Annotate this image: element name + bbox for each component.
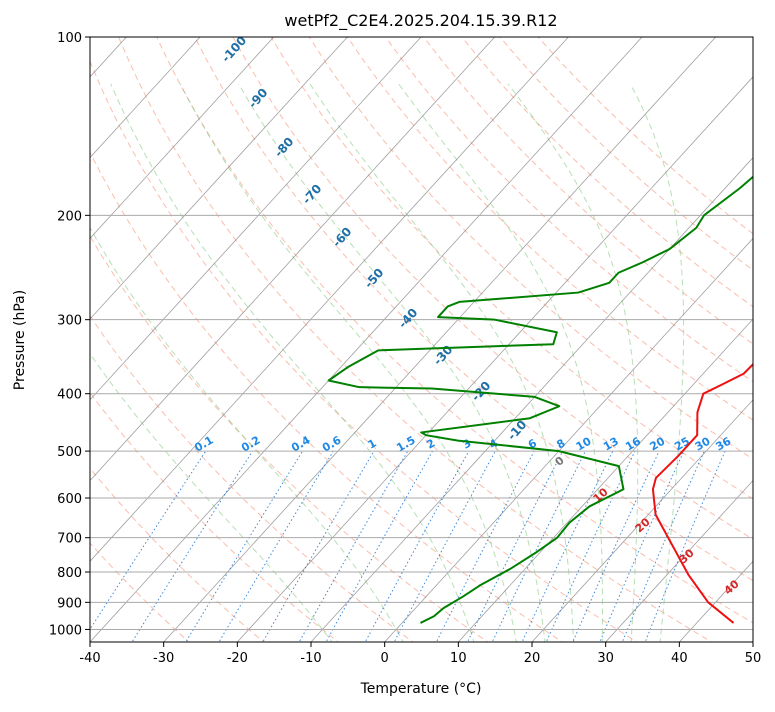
dewpoint-profile (327, 175, 753, 624)
x-tick-label: 50 (745, 651, 762, 666)
isotherm-line (90, 37, 569, 562)
x-axis-label: Temperature (°C) (360, 681, 482, 697)
moist-adiabat-line (309, 83, 575, 642)
x-tick-label: 20 (524, 651, 541, 666)
chart-title: wetPf2_C2E4.2025.204.15.39.R12 (284, 11, 557, 31)
isotherm-line (90, 37, 496, 482)
mixing-ratio-line (644, 450, 726, 642)
y-tick-label: 900 (57, 596, 82, 611)
mixing-ratio-line (364, 450, 470, 642)
x-tick-label: 0 (381, 651, 389, 666)
isotherm-line (310, 157, 753, 642)
y-axis-label: Pressure (hPa) (12, 290, 28, 390)
y-axis: 100 200 300 400 500 600 700 800 900 1000 (49, 31, 90, 638)
moist-adiabat-line (179, 83, 517, 642)
isotherm-line (90, 37, 643, 642)
y-tick-label: 400 (57, 388, 82, 403)
x-tick-label: -40 (79, 651, 100, 666)
y-tick-label: 800 (57, 566, 82, 581)
y-tick-label: 300 (57, 314, 82, 329)
x-tick-label: 10 (450, 651, 467, 666)
mixing-ratio-line (185, 450, 303, 642)
y-tick-label: 200 (57, 209, 82, 224)
mixing-ratio-line (262, 450, 375, 642)
moist-adiabat-line (629, 83, 685, 642)
isotherm-line (90, 37, 201, 159)
dry-adiabat-line (461, 37, 753, 308)
y-tick-label: 600 (57, 492, 82, 507)
mixing-ratio-line (521, 450, 614, 642)
x-tick-label: -20 (227, 651, 248, 666)
isotherm-line (163, 37, 717, 642)
y-tick-label: 700 (57, 532, 82, 547)
isotherm-line (90, 37, 348, 320)
x-tick-label: -30 (153, 651, 174, 666)
isotherm-line (458, 318, 753, 642)
mixing-ratio-line (621, 450, 705, 642)
x-axis: -40 -30 -20 -10 0 10 20 30 40 50 (79, 642, 761, 666)
mixing-ratio-line (393, 450, 496, 642)
isotherm-line (237, 76, 753, 642)
isotherm-line (605, 479, 753, 642)
temperature-profile (651, 362, 753, 624)
isotherm-line (531, 399, 753, 642)
mixing-ratio-line (435, 450, 535, 642)
x-tick-label: 30 (597, 651, 614, 666)
plot-frame (89, 36, 754, 643)
y-tick-label: 100 (57, 31, 82, 46)
isotherm-line (90, 37, 275, 239)
y-tick-label: 1000 (49, 623, 82, 638)
moist-adiabat-line (507, 83, 639, 642)
moist-adiabat-line (110, 83, 475, 642)
x-tick-label: 40 (671, 651, 688, 666)
mixing-ratio-line (131, 450, 254, 642)
y-tick-label: 500 (57, 445, 82, 460)
dry-adiabat-line (423, 37, 753, 345)
isotherm-line (384, 237, 753, 642)
mixing-ratio-line (90, 450, 207, 631)
dry-adiabat-line (90, 391, 340, 642)
x-tick-label: -10 (300, 651, 321, 666)
moist-adiabat-line (90, 352, 333, 642)
isotherm-line (90, 37, 422, 401)
